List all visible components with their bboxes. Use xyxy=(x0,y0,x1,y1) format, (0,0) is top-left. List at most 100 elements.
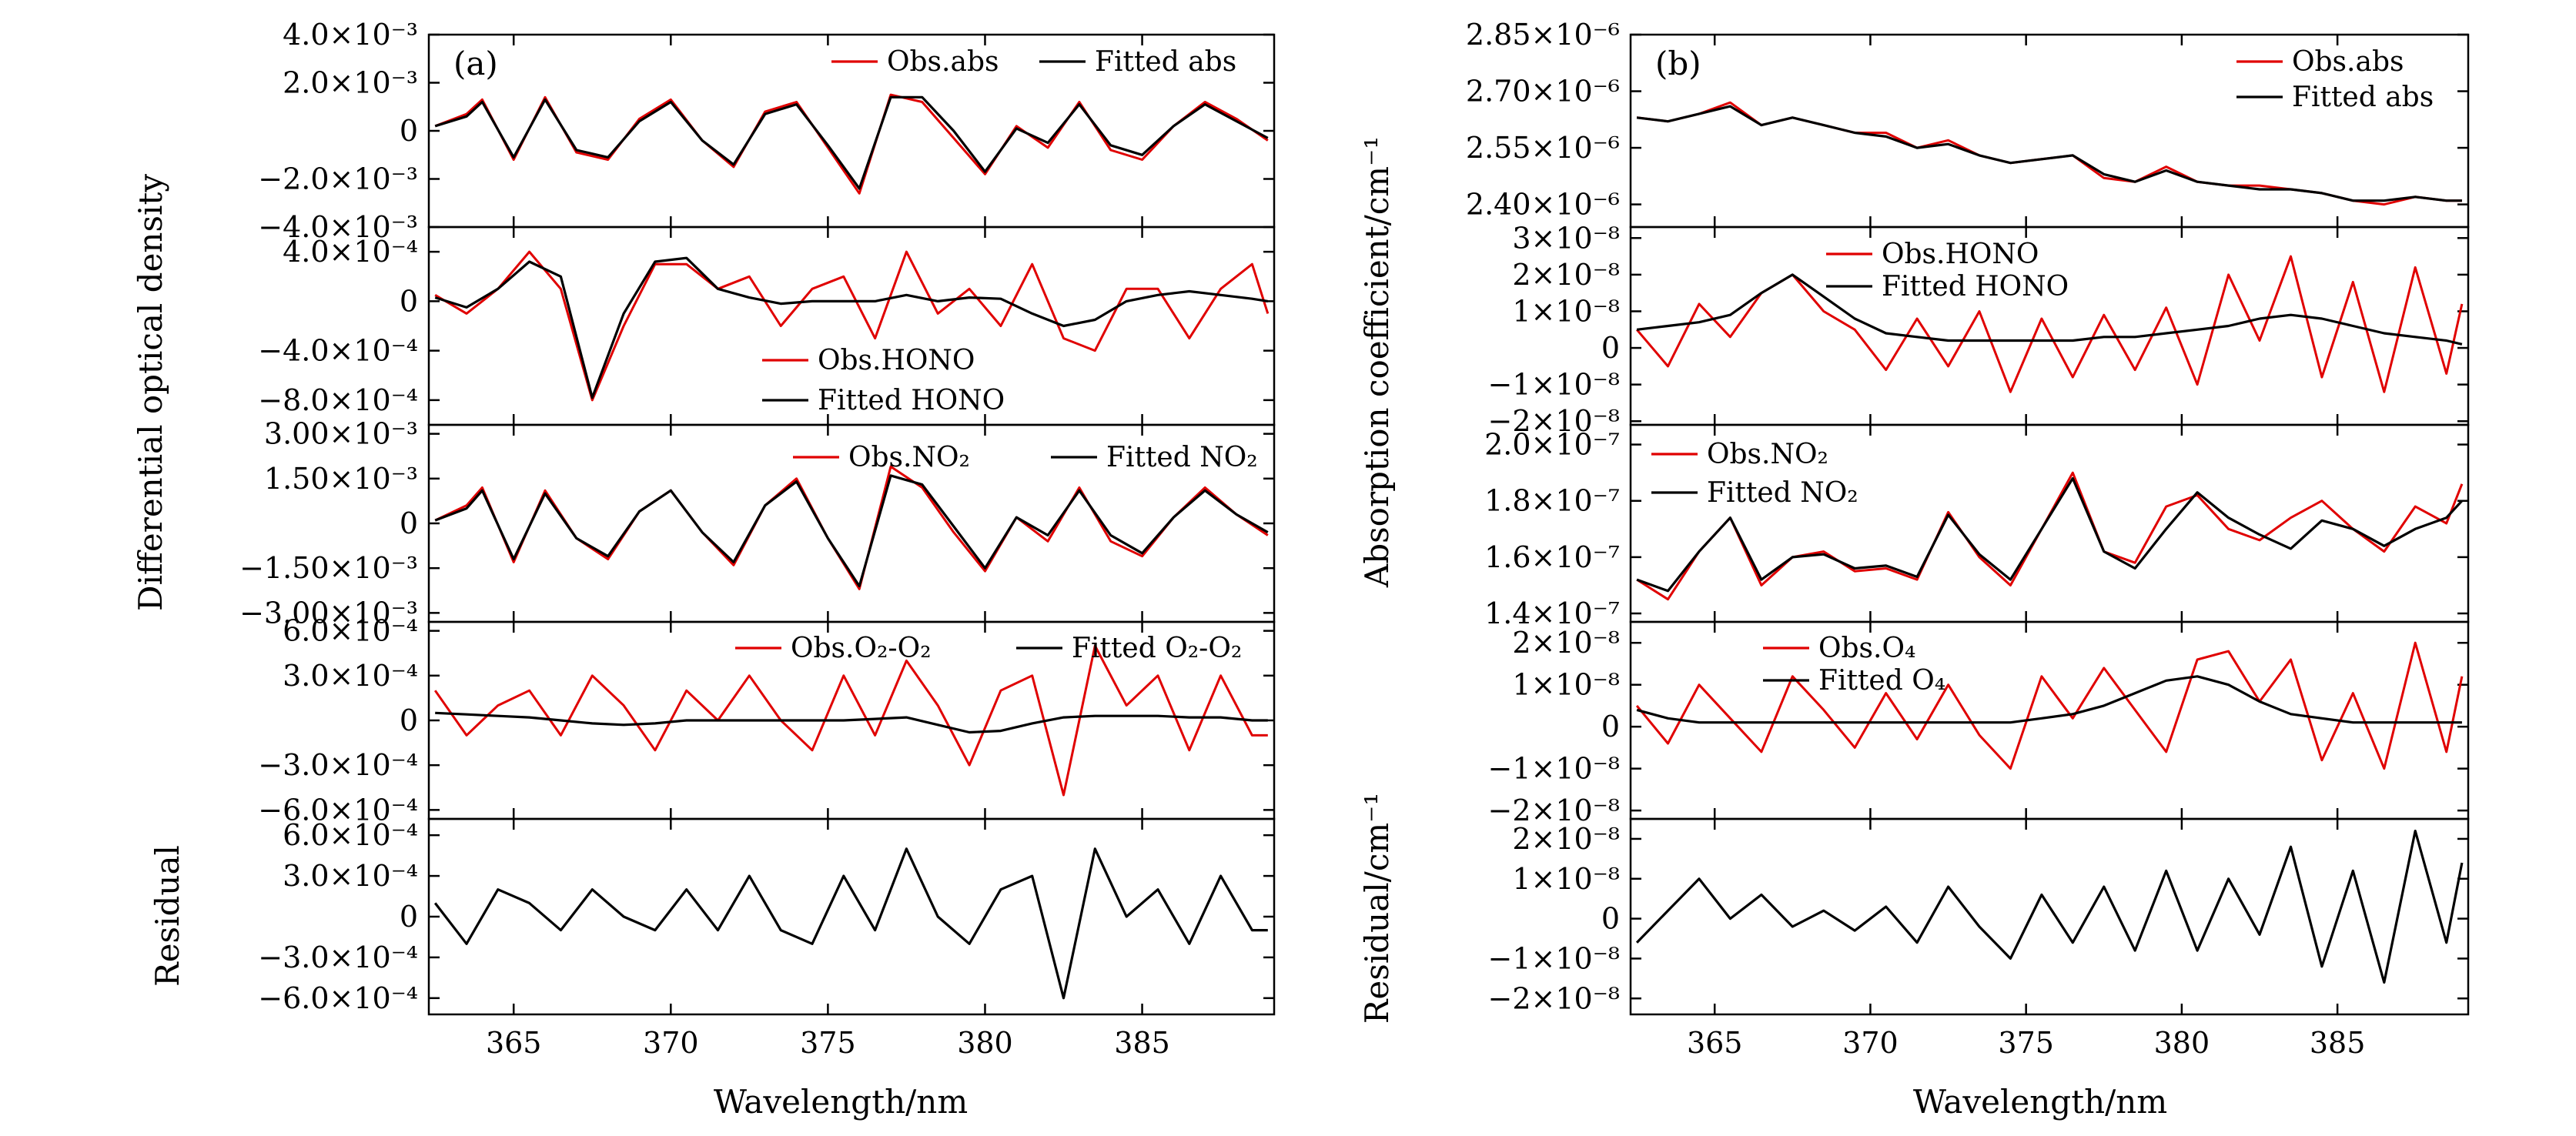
legend-label: Fitted HONO xyxy=(818,385,1005,416)
series-line-fitted-o-o- xyxy=(435,711,1268,734)
ytick-label: 3.0×10⁻⁴ xyxy=(283,659,418,693)
xtick-label: 385 xyxy=(1114,1026,1170,1060)
ytick-label: 2×10⁻⁸ xyxy=(1512,258,1620,292)
series-line-fitted-hono xyxy=(434,256,1269,399)
xtick-label: 370 xyxy=(643,1026,699,1060)
plots: 4.0×10⁻³ 2.0×10⁻³ 0 −2.0×10⁻³ −4.0×10⁻³ (a) Ob… xyxy=(239,18,2470,1060)
residual-ylabel-b: Residual/cm⁻¹ xyxy=(1358,793,1396,1024)
legend-label: Fitted O₄ xyxy=(1818,665,1945,697)
legend-label: Fitted abs xyxy=(1095,46,1236,78)
xtick-label: 380 xyxy=(2154,1026,2210,1060)
ytick-label: −1×10⁻⁸ xyxy=(1487,368,1620,402)
plot-frame xyxy=(1629,226,2470,426)
ytick-label: −1.50×10⁻³ xyxy=(239,551,418,585)
ytick-label: −2×10⁻⁸ xyxy=(1487,794,1620,827)
series-line-fitted-no- xyxy=(434,474,1269,588)
legend-label: Fitted abs xyxy=(2292,82,2434,113)
panel-b-1: 3×10⁻⁸2×10⁻⁸1×10⁻⁸0−1×10⁻⁸−2×10⁻⁸ Obs.HON… xyxy=(1487,221,2470,438)
legend-label: Obs.O₂-O₂ xyxy=(791,633,932,664)
legend-label: Fitted NO₂ xyxy=(1707,477,1858,509)
ytick-label: −1×10⁻⁸ xyxy=(1487,941,1620,975)
ytick-label: −2.0×10⁻³ xyxy=(258,162,418,196)
xtick-label: 380 xyxy=(957,1026,1013,1060)
series-line-fitted-abs xyxy=(434,95,1269,190)
panel-b-0: 2.85×10⁻⁶ 2.70×10⁻⁶ 2.55×10⁻⁶ 2.40×10⁻⁶ (b) O… xyxy=(1466,18,2470,229)
series-line-fitted-abs xyxy=(1636,105,2462,202)
legend-label: Fitted NO₂ xyxy=(1106,442,1258,473)
ytick-label: 1×10⁻⁸ xyxy=(1512,294,1620,328)
ytick-label: 4.0×10⁻⁴ xyxy=(283,235,418,269)
ytick-label: 2×10⁻⁸ xyxy=(1512,626,1620,660)
ytick-label: −4.0×10⁻³ xyxy=(258,210,418,244)
series-line-obs-abs xyxy=(1636,101,2462,206)
ytick-label: 1×10⁻⁸ xyxy=(1512,668,1620,702)
series-line-obs-no- xyxy=(434,465,1269,590)
residual-ylabel-a: Residual xyxy=(149,845,186,987)
xtick-label: 375 xyxy=(800,1026,856,1060)
ytick-label: 1.6×10⁻⁷ xyxy=(1484,540,1620,574)
ytick-label: 3.00×10⁻³ xyxy=(264,417,418,451)
ytick-label: 2.55×10⁻⁶ xyxy=(1466,131,1620,165)
xtick-label: 365 xyxy=(486,1026,542,1060)
ytick-label: 6.0×10⁻⁴ xyxy=(283,614,418,648)
panel-a-3: 6.0×10⁻⁴ 3.0×10⁻⁴ 0 −3.0×10⁻⁴ −6.0×10⁻⁴ Obs.O… xyxy=(258,614,1276,827)
series-line-obs-o-o- xyxy=(433,644,1268,797)
panel-b-2: 2.0×10⁻⁷ 1.8×10⁻⁷ 1.6×10⁻⁷ 1.4×10⁻⁷ Obs.NO₂ F… xyxy=(1484,423,2470,630)
panel-a-0: 4.0×10⁻³ 2.0×10⁻³ 0 −2.0×10⁻³ −4.0×10⁻³ (a) Ob… xyxy=(258,18,1276,244)
ytick-label: −3.0×10⁻⁴ xyxy=(258,748,418,782)
ytick-label: 2.70×10⁻⁶ xyxy=(1466,75,1620,109)
panel-a-1: 4.0×10⁻⁴ 0 −4.0×10⁻⁴ −8.0×10⁻⁴ Obs.HONO Fitte… xyxy=(258,226,1276,426)
ytick-label: 2.40×10⁻⁶ xyxy=(1466,188,1620,222)
ytick-label: 2×10⁻⁸ xyxy=(1512,822,1620,856)
panel-label: (b) xyxy=(1655,45,1701,82)
series-line-residual xyxy=(433,847,1268,1000)
ytick-label: 0 xyxy=(400,114,418,148)
ytick-label: −3.00×10⁻³ xyxy=(239,596,418,630)
ytick-label: 1.4×10⁻⁷ xyxy=(1484,596,1620,630)
ytick-label: −6.0×10⁻⁴ xyxy=(258,981,418,1015)
xlabel-a: Wavelength/nm xyxy=(714,1083,968,1121)
legend-label: Fitted O₂-O₂ xyxy=(1072,633,1242,664)
xtick-label: 365 xyxy=(1687,1026,1743,1060)
legend-label: Fitted HONO xyxy=(1882,271,2069,302)
series-line-fitted-hono xyxy=(1636,273,2463,346)
plot-frame xyxy=(1629,817,2470,1016)
ytick-label: −8.0×10⁻⁴ xyxy=(258,383,418,417)
ytick-label: 3×10⁻⁸ xyxy=(1512,221,1620,255)
plot-frame xyxy=(427,817,1276,1016)
ytick-label: 4.0×10⁻³ xyxy=(283,18,418,52)
xtick-label: 370 xyxy=(1842,1026,1899,1060)
xlabel-b: Wavelength/nm xyxy=(1913,1083,2167,1121)
ytick-label: −6.0×10⁻⁴ xyxy=(258,793,418,827)
ytick-label: 0 xyxy=(1601,710,1620,743)
series-line-obs-o- xyxy=(1635,641,2464,770)
ytick-label: 0 xyxy=(1601,902,1620,936)
series-line-fitted-o- xyxy=(1636,675,2462,724)
ytick-label: −1×10⁻⁸ xyxy=(1487,752,1620,786)
series-line-obs-no- xyxy=(1636,471,2464,601)
ytick-label: −2×10⁻⁸ xyxy=(1487,404,1620,438)
ytick-label: 1×10⁻⁸ xyxy=(1512,862,1620,896)
series-line-fitted-no- xyxy=(1636,476,2464,593)
legend-label: Obs.NO₂ xyxy=(1707,439,1828,470)
legend-label: Obs.abs xyxy=(2292,46,2404,78)
ytick-label: −2×10⁻⁸ xyxy=(1487,981,1620,1015)
ytick-label: 1.50×10⁻³ xyxy=(264,462,418,496)
ylabel-a: Differential optical density xyxy=(132,174,169,611)
legend-label: Obs.HONO xyxy=(818,345,975,376)
ytick-label: 0 xyxy=(400,900,418,934)
panel-a-2: 3.00×10⁻³ 1.50×10⁻³ 0 −1.50×10⁻³ −3.00×10⁻³ O… xyxy=(239,417,1276,630)
ytick-label: 1.8×10⁻⁷ xyxy=(1484,484,1620,518)
legend-label: Obs.abs xyxy=(887,46,999,78)
ytick-label: 2.0×10⁻³ xyxy=(283,66,418,100)
xtick-label: 375 xyxy=(1998,1026,2054,1060)
panel-label: (a) xyxy=(453,45,498,82)
series-line-residual xyxy=(1635,829,2464,984)
panel-b-3: 2×10⁻⁸ 1×10⁻⁸ 0 −1×10⁻⁸ −2×10⁻⁸ Obs.O₄Fitted … xyxy=(1487,620,2470,827)
panel-a-4: 6.0×10⁻⁴ 3.0×10⁻⁴ 0 −3.0×10⁻⁴ −6.0×10⁻⁴ 365 37… xyxy=(258,817,1276,1060)
legend-label: Obs.HONO xyxy=(1882,239,2039,270)
ytick-label: 6.0×10⁻⁴ xyxy=(283,818,418,852)
xtick-label: 385 xyxy=(2310,1026,2366,1060)
ytick-label: 0 xyxy=(1601,331,1620,365)
